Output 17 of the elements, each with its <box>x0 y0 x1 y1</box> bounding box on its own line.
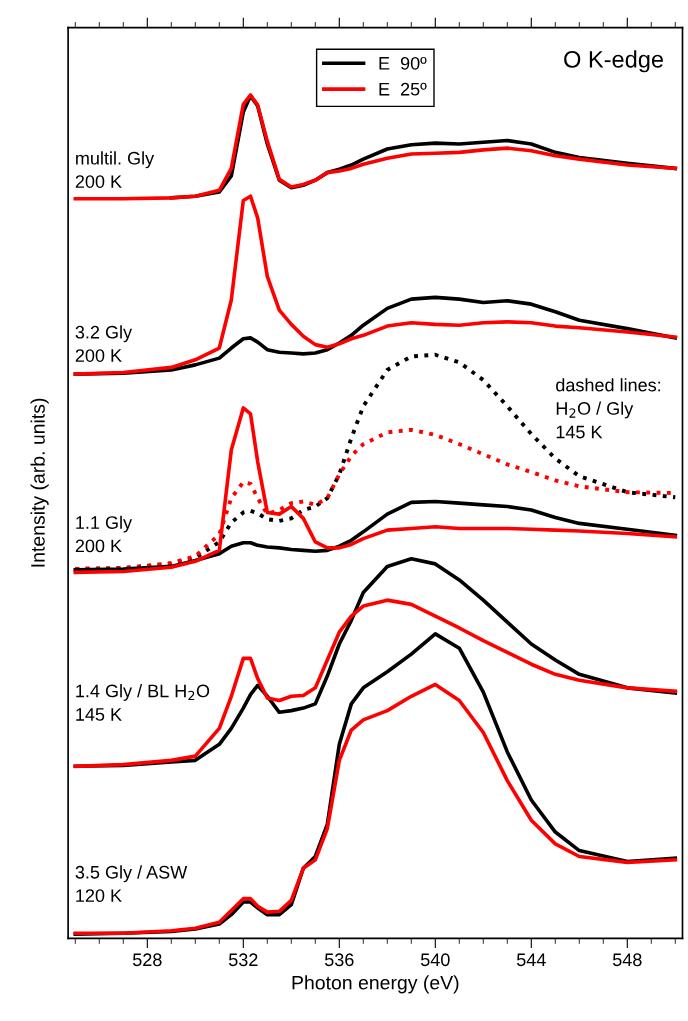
y-axis-title: Intensity (arb. units) <box>30 398 49 567</box>
annotation: 1.1 Gly 200 K <box>75 515 133 553</box>
annotation: dashed lines: H$_{2}$O / Gly 145 K <box>556 378 661 439</box>
legend-label: E 25º <box>379 82 427 96</box>
annotation: multil. Gly 200 K <box>75 151 155 188</box>
x-tick-label: 528 <box>132 953 162 967</box>
x-axis-title: Photon energy (eV) <box>292 975 459 994</box>
annotation: 3.5 Gly / ASW 120 K <box>75 865 188 903</box>
x-tick-label: 536 <box>324 953 354 967</box>
x-tick-label: 548 <box>612 953 642 967</box>
x-tick-label: 540 <box>420 953 450 967</box>
chart-title: O K-edge <box>564 50 664 73</box>
x-tick-label: 544 <box>516 953 546 967</box>
text: 1.4 Gly / BL H$_{2}$O 145 K <box>76 684 210 721</box>
legend-label: E 90º <box>379 56 427 70</box>
x-tick-label: 532 <box>228 953 258 967</box>
annotation: 3.2 Gly 200 K <box>75 325 133 362</box>
